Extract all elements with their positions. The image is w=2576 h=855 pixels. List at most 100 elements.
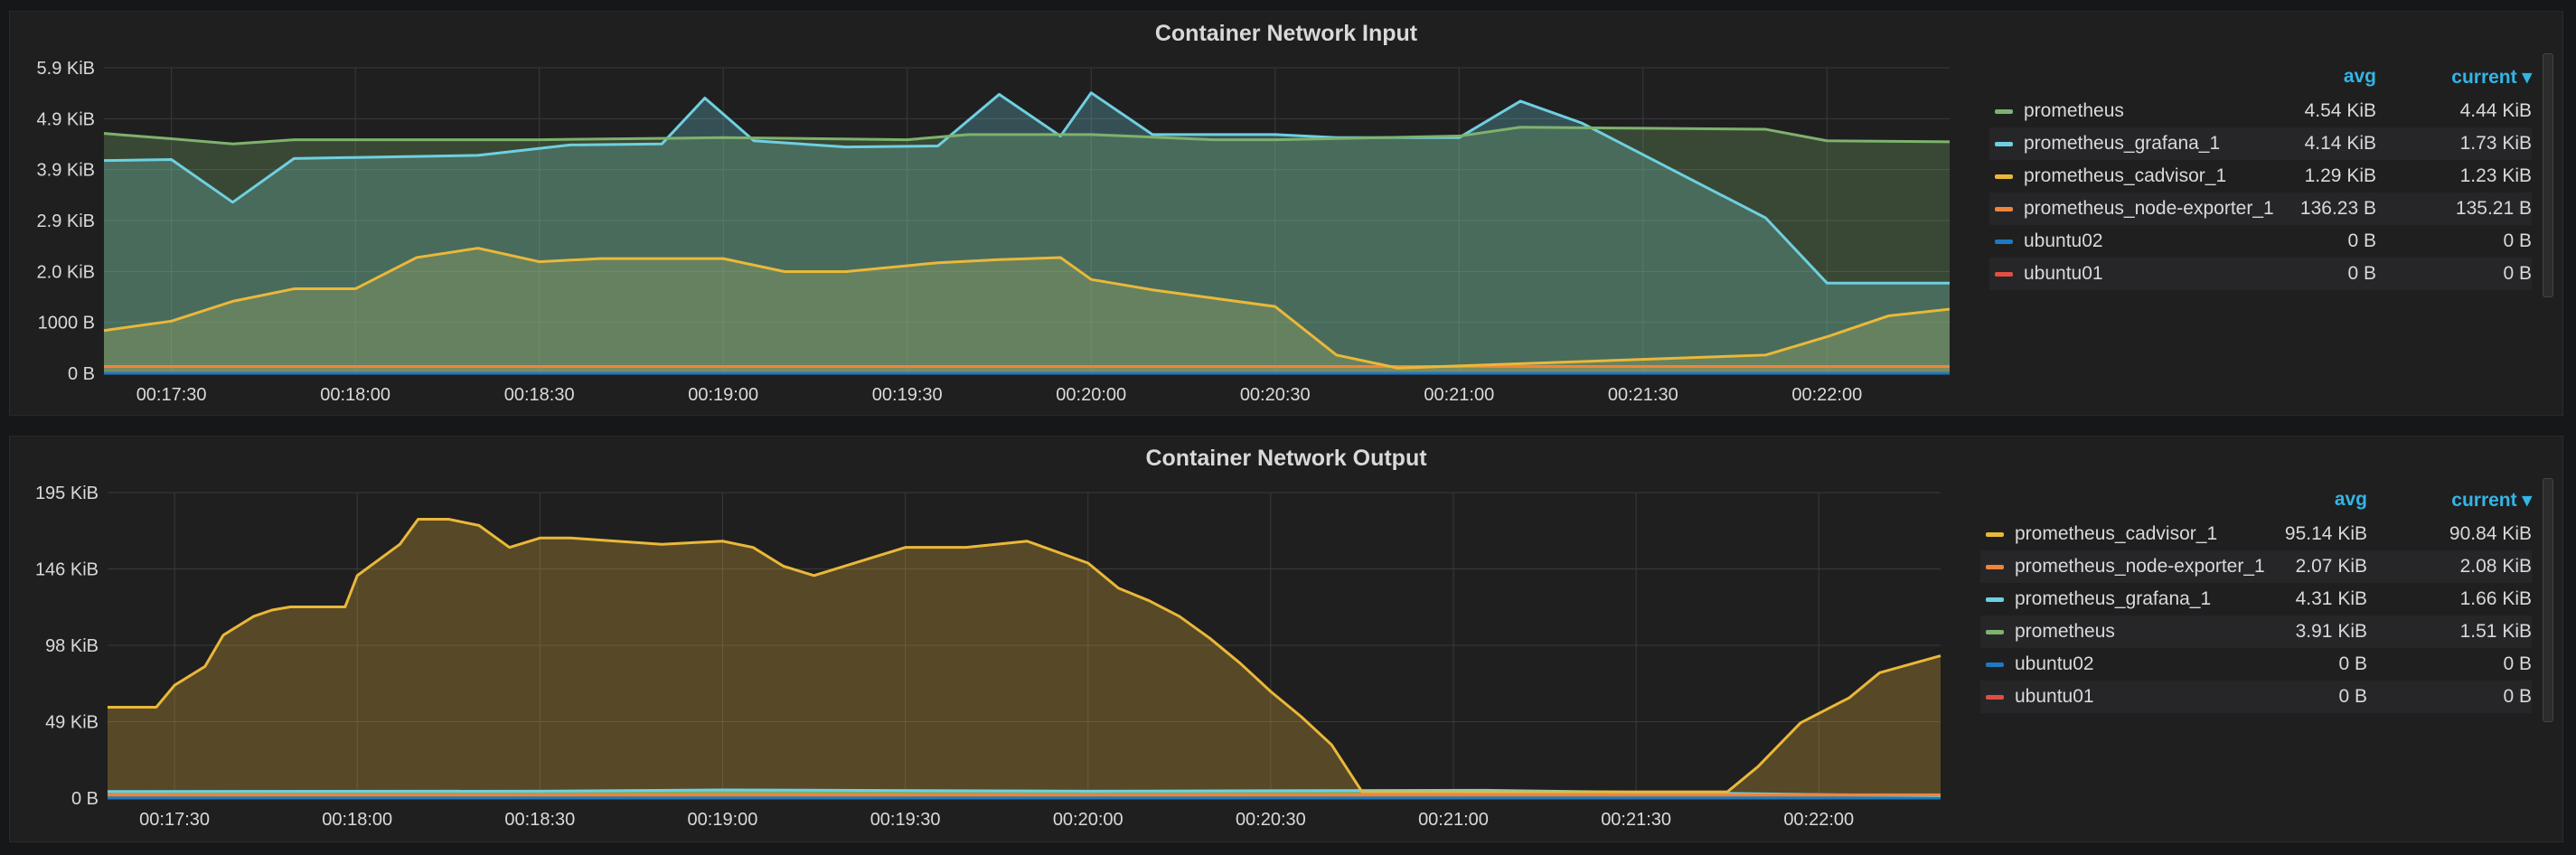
panel-title[interactable]: Container Network Input (1154, 21, 1418, 46)
y-tick-label: 2.9 KiB (37, 211, 95, 231)
series-area-prometheus (104, 127, 1950, 373)
legend-current-value: 0 B (2503, 230, 2532, 251)
legend-avg-value: 136.23 B (2299, 198, 2376, 219)
legend-current-value: 0 B (2503, 686, 2532, 707)
legend-series-name[interactable]: prometheus_grafana_1 (2015, 588, 2212, 609)
series-line-prometheus-cadvisor-1[interactable] (108, 517, 1941, 794)
legend-item-prometheus-cadvisor-1[interactable]: prometheus_cadvisor_1 95.14 KiB 90.84 KiB (1980, 518, 2532, 550)
legend-current-value: 1.51 KiB (2459, 621, 2532, 642)
legend-header-avg[interactable]: avg (2334, 489, 2367, 510)
series-line-prometheus-grafana-1[interactable] (103, 91, 1950, 285)
legend-swatch[interactable] (1986, 597, 2004, 602)
legend-current-value: 0 B (2503, 263, 2532, 284)
chart-plot-output: 0 B 49 KiB 98 KiB 146 KiB 195 KiB 00:17:30 00:… (35, 484, 1941, 830)
legend-series-name[interactable]: prometheus_grafana_1 (2024, 133, 2221, 154)
x-tick-label: 00:18:00 (322, 810, 392, 830)
legend-swatch[interactable] (1995, 207, 2013, 211)
x-tick-label: 00:18:30 (504, 810, 575, 830)
y-tick-label: 1000 B (38, 314, 95, 334)
y-tick-label: 0 B (68, 364, 95, 384)
x-tick-label: 00:22:00 (1783, 810, 1854, 830)
x-tick-label: 00:17:30 (139, 810, 210, 830)
y-tick-label: 4.9 KiB (37, 109, 95, 129)
legend-item-ubuntu02[interactable]: ubuntu02 0 B 0 B (1989, 225, 2532, 258)
x-tick-label: 00:19:00 (688, 810, 758, 830)
legend-avg-value: 1.29 KiB (2304, 165, 2376, 186)
x-tick-label: 00:21:00 (1418, 810, 1489, 830)
legend-scrollbar[interactable] (2543, 478, 2553, 722)
legend-item-ubuntu01[interactable]: ubuntu01 0 B 0 B (1989, 258, 2532, 290)
legend-series-name[interactable]: prometheus_cadvisor_1 (2015, 523, 2218, 544)
legend-item-prometheus-grafana-1[interactable]: prometheus_grafana_1 4.14 KiB 1.73 KiB (1989, 127, 2532, 160)
x-tick-label: 00:21:30 (1608, 385, 1678, 405)
x-tick-label: 00:18:00 (320, 385, 390, 405)
legend-series-name[interactable]: ubuntu02 (2015, 653, 2094, 674)
legend-swatch[interactable] (1986, 695, 2004, 700)
x-tick-label: 00:17:30 (136, 385, 207, 405)
legend-current-value: 4.44 KiB (2459, 100, 2532, 121)
legend-series-name[interactable]: prometheus_node-exporter_1 (2024, 198, 2274, 219)
legend-header: avg current ▾ (1980, 489, 2532, 518)
legend-current-value: 135.21 B (2455, 198, 2532, 219)
legend-header-avg[interactable]: avg (2343, 66, 2376, 87)
legend-swatch[interactable] (1986, 565, 2004, 569)
legend-item-prometheus[interactable]: prometheus 3.91 KiB 1.51 KiB (1980, 615, 2532, 648)
y-tick-label: 3.9 KiB (37, 161, 95, 181)
legend-series-name[interactable]: prometheus_cadvisor_1 (2024, 165, 2227, 186)
legend-swatch[interactable] (1995, 174, 2013, 179)
legend-series-name[interactable]: prometheus (2015, 621, 2115, 642)
x-tick-label: 00:19:30 (870, 810, 941, 830)
legend-series-name[interactable]: ubuntu01 (2015, 686, 2094, 707)
legend-item-prometheus-cadvisor-1[interactable]: prometheus_cadvisor_1 1.29 KiB 1.23 KiB (1989, 160, 2532, 193)
x-tick-label: 00:20:30 (1240, 385, 1311, 405)
x-tick-label: 00:18:30 (504, 385, 575, 405)
legend-swatch[interactable] (1995, 240, 2013, 244)
legend-swatch[interactable] (1995, 109, 2013, 114)
legend-avg-value: 0 B (2338, 653, 2367, 674)
legend-current-value: 1.23 KiB (2459, 165, 2532, 186)
legend-header-current[interactable]: current ▾ (2451, 490, 2532, 511)
legend-item-prometheus[interactable]: prometheus 4.54 KiB 4.44 KiB (1989, 95, 2532, 127)
legend-swatch[interactable] (1986, 662, 2004, 667)
legend-series-name[interactable]: prometheus_node-exporter_1 (2015, 556, 2265, 577)
legend-item-prometheus-node-exporter-1[interactable]: prometheus_node-exporter_1 2.07 KiB 2.08 K… (1980, 550, 2532, 583)
legend-swatch[interactable] (1995, 272, 2013, 277)
series-line-prometheus[interactable] (103, 126, 1951, 146)
panel-container-network-output: Container Network Output 0 B 49 KiB 98 KiB… (9, 436, 2563, 842)
panel-title[interactable]: Container Network Output (1145, 446, 1427, 471)
legend-current-value: 1.73 KiB (2459, 133, 2532, 154)
legend-item-ubuntu02[interactable]: ubuntu02 0 B 0 B (1980, 648, 2532, 681)
legend-series-name[interactable]: ubuntu01 (2024, 263, 2103, 284)
y-tick-label: 146 KiB (35, 560, 99, 580)
legend-series-name[interactable]: ubuntu02 (2024, 230, 2103, 251)
legend-scrollbar[interactable] (2543, 53, 2553, 297)
legend-item-prometheus-node-exporter-1[interactable]: prometheus_node-exporter_1 136.23 B 135.21… (1989, 193, 2532, 225)
series-line-prometheus-cadvisor-1[interactable] (103, 247, 1951, 370)
legend-current-value: 90.84 KiB (2449, 523, 2532, 544)
legend-header: avg current ▾ (1989, 66, 2532, 95)
legend-swatch[interactable] (1995, 142, 2013, 146)
legend-item-prometheus-grafana-1[interactable]: prometheus_grafana_1 4.31 KiB 1.66 KiB (1980, 583, 2532, 615)
series-area-prometheus-cadvisor-1 (104, 248, 1950, 373)
panel-container-network-input: Container Network Input 0 B 1000 B 2.0 KiB… (9, 11, 2563, 416)
legend-swatch[interactable] (1986, 532, 2004, 537)
legend-avg-value: 0 B (2338, 686, 2367, 707)
x-tick-label: 00:19:30 (872, 385, 943, 405)
legend-current-value: 2.08 KiB (2459, 556, 2532, 577)
legend-series-name[interactable]: prometheus (2024, 100, 2124, 121)
legend-swatch[interactable] (1986, 630, 2004, 634)
legend-item-ubuntu01[interactable]: ubuntu01 0 B 0 B (1980, 681, 2532, 713)
legend-avg-value: 4.31 KiB (2295, 588, 2367, 609)
legend-header-current[interactable]: current ▾ (2451, 67, 2532, 88)
y-tick-label: 49 KiB (45, 713, 99, 733)
series-area-prometheus-cadvisor-1 (108, 519, 1941, 798)
legend-input: avg current ▾ prometheus 4.54 KiB 4.44 KiB… (1989, 66, 2532, 290)
y-tick-label: 5.9 KiB (37, 59, 95, 79)
legend-avg-value: 0 B (2347, 263, 2376, 284)
legend-avg-value: 95.14 KiB (2284, 523, 2367, 544)
series-area-prometheus-grafana-1 (104, 92, 1950, 373)
x-tick-label: 00:22:00 (1791, 385, 1862, 405)
y-tick-label: 98 KiB (45, 636, 99, 656)
legend-current-value: 0 B (2503, 653, 2532, 674)
x-tick-label: 00:20:00 (1056, 385, 1126, 405)
